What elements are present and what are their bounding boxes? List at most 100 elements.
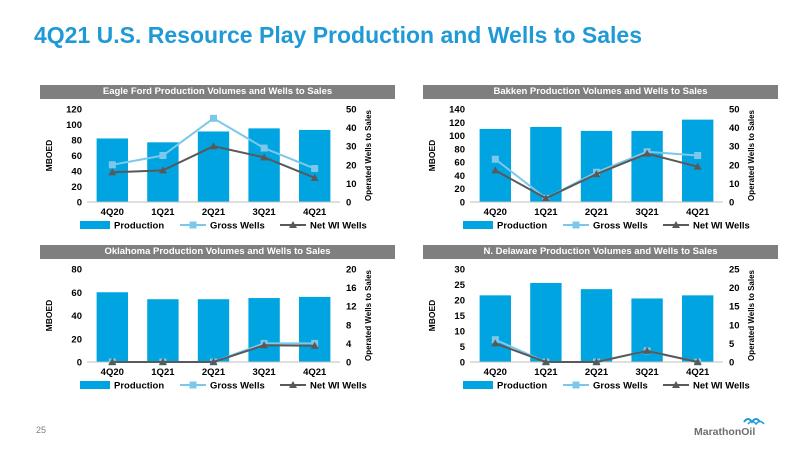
legend-production-swatch: [463, 221, 493, 229]
x-tick-label: 3Q21: [635, 367, 659, 378]
y-tick-label: 25: [454, 280, 465, 291]
legend-net-wi-wells-marker: [289, 381, 297, 388]
production-bar: [479, 295, 511, 362]
y-tick-label: 20: [454, 184, 465, 195]
y-tick-label: 10: [454, 327, 465, 338]
eagle-ford-chart-panel: Eagle Ford Production Volumes and Wells …: [40, 85, 395, 239]
legend-production-swatch: [80, 221, 110, 229]
y-tick-label: 120: [449, 118, 465, 129]
y-tick-label: 80: [71, 265, 82, 276]
y-tick-label: 40: [454, 171, 465, 182]
legend-net-wi-wells-label: Net WI Wells: [310, 381, 367, 392]
y2-tick-label: 0: [346, 358, 351, 369]
net-wi-wells-marker: [643, 346, 652, 354]
y-axis-label: MBOED: [427, 300, 437, 332]
net-wi-wells-marker: [158, 358, 167, 365]
y2-tick-label: 15: [729, 302, 740, 313]
net-wi-wells-marker: [260, 153, 269, 161]
chart-title: Eagle Ford Production Volumes and Wells …: [40, 85, 395, 99]
y2-axis-label: Operated Wells to Sales: [747, 109, 756, 201]
eagle-ford-chart: 0 20 40 60 80 100 120 0 10 20 30 40 50 MBOED Operated …: [44, 105, 373, 232]
y2-tick-label: 20: [729, 160, 740, 171]
net-wi-wells-marker: [310, 341, 319, 349]
legend-net-wi-wells-marker: [289, 221, 297, 228]
y2-tick-label: 4: [346, 339, 352, 350]
x-tick-label: 4Q20: [101, 207, 124, 218]
y2-tick-label: 30: [346, 142, 357, 153]
y2-tick-label: 20: [729, 283, 740, 294]
production-bar: [631, 130, 663, 202]
legend-net-wi-wells-marker: [672, 221, 680, 228]
legend-production-label: Production: [497, 221, 547, 232]
legend-production-label: Production: [114, 221, 164, 232]
x-tick-label: 4Q20: [101, 367, 124, 378]
legend-gross-wells-label: Gross Wells: [210, 221, 265, 232]
chart-title: Bakken Production Volumes and Wells to S…: [423, 85, 778, 99]
x-tick-label: 4Q20: [484, 207, 507, 218]
net-wi-wells-marker: [541, 358, 550, 365]
legend-production-label: Production: [497, 381, 547, 392]
bakken-chart: 0 20 40 60 80 100 120 140 0 10 20 30 40 50 MBOED Operat…: [427, 105, 756, 232]
legend-net-wi-wells-label: Net WI Wells: [693, 221, 750, 232]
logo-waves-icon: [743, 418, 765, 426]
y2-tick-label: 50: [346, 105, 357, 116]
y2-axis-label: Operated Wells to Sales: [747, 269, 756, 361]
legend-gross-wells-label: Gross Wells: [210, 381, 265, 392]
y2-axis-label: Operated Wells to Sales: [364, 109, 373, 201]
y2-tick-label: 30: [729, 142, 740, 153]
net-wi-wells-marker: [541, 194, 550, 202]
production-bar: [682, 295, 714, 362]
n-delaware-chart-panel: N. Delaware Production Volumes and Wells…: [423, 245, 778, 399]
y2-tick-label: 0: [729, 358, 734, 369]
production-bar: [479, 128, 511, 202]
chart-title: N. Delaware Production Volumes and Wells…: [423, 245, 778, 259]
y2-tick-label: 0: [346, 198, 351, 209]
gross-wells-marker: [159, 152, 167, 159]
production-bar: [530, 282, 562, 362]
page-title: 4Q21 U.S. Resource Play Production and W…: [34, 22, 642, 48]
logo-text: MarathonOil: [694, 426, 756, 438]
oklahoma-chart-panel: Oklahoma Production Volumes and Wells to…: [40, 245, 395, 399]
net-wi-wells-marker: [693, 162, 702, 170]
y2-tick-label: 25: [729, 265, 740, 276]
net-wi-wells-marker: [108, 358, 117, 365]
net-wi-wells-marker: [491, 339, 500, 347]
legend-production-swatch: [80, 381, 110, 389]
n-delaware-chart: 0 5 10 15 20 25 30 0 5 10 15 20 25 MBOED Operated Well…: [427, 265, 756, 392]
y2-tick-label: 10: [729, 179, 740, 190]
net-wi-wells-marker: [592, 358, 601, 365]
y2-tick-label: 40: [346, 123, 357, 134]
legend-net-wi-wells-label: Net WI Wells: [310, 221, 367, 232]
gross-wells-marker: [210, 114, 217, 122]
x-tick-label: 4Q21: [686, 207, 710, 218]
marathon-oil-logo: MarathonOil: [694, 418, 778, 438]
y-tick-label: 20: [71, 182, 82, 193]
net-wi-wells-marker: [158, 166, 167, 174]
x-tick-label: 4Q20: [484, 367, 507, 378]
y2-tick-label: 40: [729, 123, 740, 134]
y2-tick-label: 8: [346, 320, 351, 331]
y-tick-label: 100: [449, 131, 465, 142]
x-tick-label: 2Q21: [585, 367, 609, 378]
net-wi-wells-marker: [108, 168, 117, 176]
net-wi-wells-marker: [260, 341, 269, 349]
chart-title: Oklahoma Production Volumes and Wells to…: [40, 245, 395, 259]
y-tick-label: 0: [77, 358, 82, 369]
net-wi-wells-marker: [310, 173, 319, 181]
x-tick-label: 1Q21: [534, 367, 558, 378]
y-tick-label: 40: [71, 311, 82, 322]
x-tick-label: 3Q21: [635, 207, 659, 218]
x-tick-label: 1Q21: [151, 367, 175, 378]
x-tick-label: 2Q21: [202, 367, 226, 378]
y2-tick-label: 12: [346, 302, 357, 313]
production-bar: [96, 292, 128, 362]
net-wi-wells-marker: [693, 358, 702, 365]
x-tick-label: 2Q21: [585, 207, 609, 218]
y-tick-label: 30: [454, 265, 465, 276]
gross-wells-marker: [108, 161, 116, 169]
oklahoma-chart: 0 20 40 60 80 0 4 8 12 16 20 MBOED Operated Wells to…: [44, 265, 373, 392]
y2-tick-label: 0: [729, 198, 734, 209]
y-tick-label: 60: [71, 151, 82, 162]
y-tick-label: 0: [77, 198, 82, 209]
production-bar: [580, 289, 613, 362]
